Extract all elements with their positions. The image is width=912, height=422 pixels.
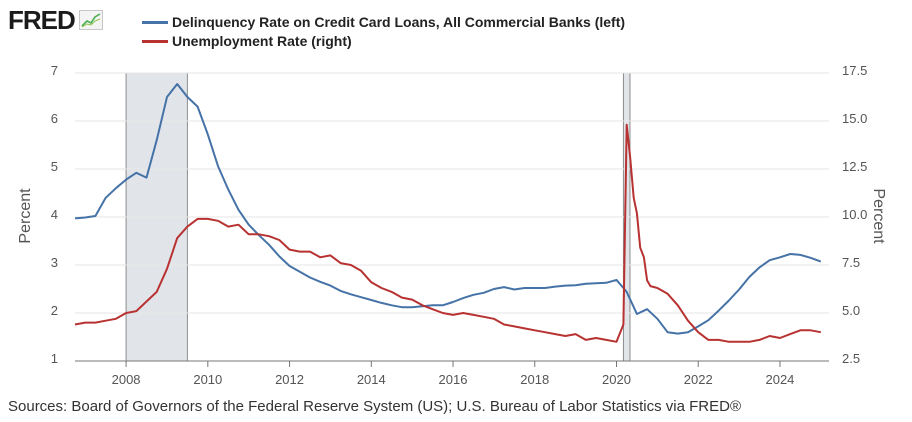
legend-item-delinquency: Delinquency Rate on Credit Card Loans, A… [142, 13, 625, 32]
y-axis-title-right: Percent [870, 188, 887, 244]
y-tick-label-right: 17.5 [842, 63, 867, 78]
y-tick-label-left: 7 [51, 63, 58, 78]
y-tick-label-right: 12.5 [842, 159, 867, 174]
x-tick-label: 2014 [357, 372, 386, 387]
series-line-delinquency [74, 83, 822, 335]
y-tick-label-left: 2 [51, 303, 58, 318]
source-note: Sources: Board of Governors of the Feder… [8, 398, 742, 415]
y-tick-label-left: 5 [51, 159, 58, 174]
x-tick-label: 2016 [439, 372, 468, 387]
series-line-unemployment [74, 123, 821, 343]
chart-line-icon [78, 10, 103, 30]
y-tick-label-right: 2.5 [842, 351, 860, 366]
y-tick-label-right: 15.0 [842, 111, 867, 126]
y-tick-label-right: 7.5 [842, 255, 860, 270]
x-tick-label: 2012 [275, 372, 304, 387]
legend-label-delinquency: Delinquency Rate on Credit Card Loans, A… [172, 14, 626, 30]
x-tick-label: 2024 [765, 372, 794, 387]
y-tick-label-left: 1 [51, 351, 58, 366]
y-tick-label-left: 6 [51, 111, 58, 126]
y-tick-label-right: 10.0 [842, 207, 867, 222]
legend-swatch-unemployment [142, 40, 168, 43]
y-tick-label-right: 5.0 [842, 303, 860, 318]
chart-series [74, 83, 822, 343]
chart-legend: Delinquency Rate on Credit Card Loans, A… [142, 13, 625, 51]
y-tick-label-left: 4 [51, 207, 58, 222]
fred-logo: FRED [8, 5, 103, 35]
chart-axes: 1 2 3 4 5 6 7 2.5 5.0 7.5 10.0 12.5 15.0 17.5 2008 2010… [51, 63, 868, 387]
legend-swatch-delinquency [142, 21, 168, 24]
y-axis-title-left: Percent [17, 188, 34, 244]
chart-gridlines [75, 72, 829, 314]
y-tick-label-left: 3 [51, 255, 58, 270]
legend-label-unemployment: Unemployment Rate (right) [172, 33, 352, 49]
x-tick-label: 2010 [193, 372, 222, 387]
legend-item-unemployment: Unemployment Rate (right) [142, 32, 625, 51]
x-tick-label: 2020 [602, 372, 631, 387]
x-tick-label: 2008 [112, 372, 141, 387]
fred-logo-text: FRED [8, 5, 76, 35]
x-tick-label: 2018 [520, 372, 549, 387]
x-tick-label: 2022 [684, 372, 713, 387]
